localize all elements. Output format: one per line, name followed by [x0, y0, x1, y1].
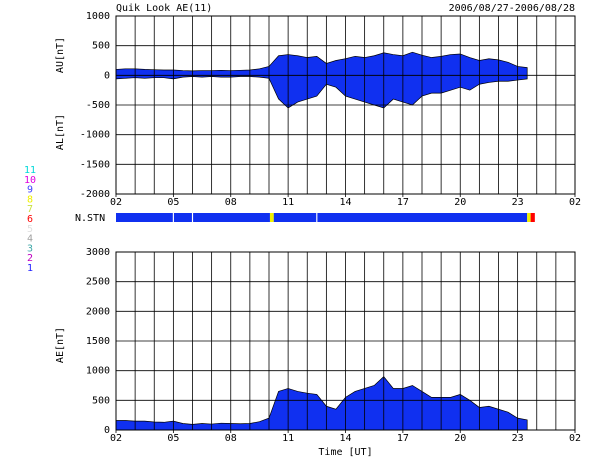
- x-tick-label: 14: [339, 197, 351, 208]
- station-legend-entry: 10: [24, 175, 36, 186]
- x-tick-label: 08: [225, 433, 237, 444]
- data-area: [115, 74, 528, 109]
- station-segment: [527, 213, 531, 222]
- station-legend-entry: 5: [27, 224, 33, 235]
- y-axis-label: AU[nT]: [55, 37, 66, 73]
- station-legend-entry: 6: [27, 214, 33, 225]
- x-axis-label: Time [UT]: [318, 447, 372, 458]
- station-legend-entry: 3: [27, 243, 33, 254]
- station-legend-entry: 7: [27, 204, 33, 215]
- station-segment: [273, 213, 317, 222]
- plot-frame: [115, 251, 576, 431]
- station-segment: [193, 213, 270, 222]
- y-tick-label: 500: [92, 41, 110, 52]
- y-tick-label: -500: [86, 100, 110, 111]
- y-axis-label: AL[nT]: [55, 114, 66, 150]
- x-tick-label: 20: [454, 433, 466, 444]
- y-tick-label: 2000: [86, 306, 110, 317]
- y-tick-label: 1500: [86, 336, 110, 347]
- station-legend-entry: 11: [24, 165, 36, 176]
- x-tick-label: 02: [110, 197, 122, 208]
- x-tick-label: 20: [454, 197, 466, 208]
- station-segment: [530, 213, 535, 222]
- x-tick-label: 11: [282, 433, 294, 444]
- x-tick-label: 17: [397, 197, 409, 208]
- plot-frame: [115, 15, 576, 195]
- y-tick-label: 0: [104, 425, 110, 436]
- y-tick-label: 1000: [86, 366, 110, 377]
- y-tick-label: 2500: [86, 277, 110, 288]
- y-tick-label: -1000: [80, 130, 110, 141]
- x-tick-label: 17: [397, 433, 409, 444]
- station-legend-entry: 8: [27, 194, 33, 205]
- title: Quik Look AE(11): [116, 3, 212, 14]
- date-range: 2006/08/27-2006/08/28: [449, 3, 575, 14]
- station-segment: [269, 213, 274, 222]
- station-segment: [173, 213, 192, 222]
- station-segment: [317, 213, 528, 222]
- y-tick-label: 1000: [86, 11, 110, 22]
- y-tick-label: 3000: [86, 247, 110, 258]
- y-tick-label: 500: [92, 395, 110, 406]
- station-legend-entry: 2: [27, 253, 33, 264]
- station-label: N.STN: [75, 213, 105, 224]
- y-tick-label: 0: [104, 70, 110, 81]
- x-tick-label: 08: [225, 197, 237, 208]
- y-tick-label: -1500: [80, 159, 110, 170]
- x-tick-label: 02: [110, 433, 122, 444]
- y-axis-label: AE[nT]: [55, 327, 66, 363]
- x-tick-label: 14: [339, 433, 351, 444]
- x-tick-label: 05: [167, 433, 179, 444]
- x-tick-label: 11: [282, 197, 294, 208]
- x-tick-label: 23: [512, 197, 524, 208]
- data-area: [115, 376, 528, 431]
- data-area: [115, 51, 528, 76]
- x-tick-label: 02: [569, 433, 581, 444]
- station-legend-entry: 9: [27, 185, 33, 196]
- station-segment: [116, 213, 173, 222]
- x-tick-label: 23: [512, 433, 524, 444]
- y-tick-label: -2000: [80, 189, 110, 200]
- x-tick-label: 02: [569, 197, 581, 208]
- station-legend-entry: 4: [27, 234, 33, 245]
- x-tick-label: 05: [167, 197, 179, 208]
- station-legend-entry: 1: [27, 263, 33, 274]
